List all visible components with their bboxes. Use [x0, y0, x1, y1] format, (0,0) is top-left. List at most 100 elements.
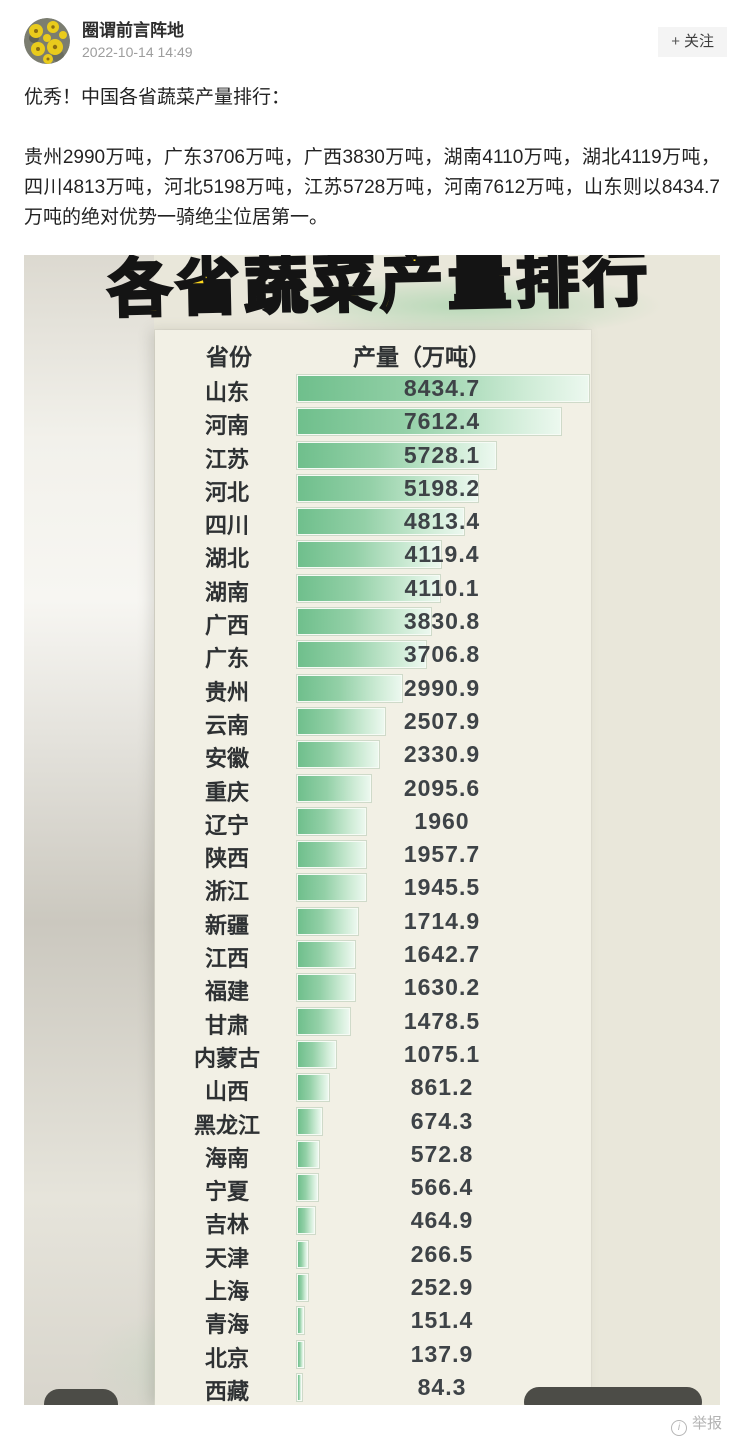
production-bar	[297, 408, 561, 436]
province-label: 新疆	[204, 912, 249, 938]
province-label: 宁夏	[204, 1179, 249, 1205]
province-label: 四川	[204, 513, 249, 539]
post-meta: 圈谓前言阵地 2022-10-14 14:49	[82, 19, 193, 63]
chart-image[interactable]: 各省蔬菜产量排行 省份 产量（万吨） 山东 8434.7 河南 7612.4 江苏 572…	[24, 255, 720, 1405]
value-label: 572.8	[410, 1140, 474, 1167]
value-label: 2095.6	[403, 774, 481, 801]
overlay-pill-right	[524, 1387, 702, 1405]
value-label: 1957.7	[403, 841, 481, 868]
value-label: 4813.4	[403, 508, 481, 535]
production-bar	[297, 807, 367, 835]
bar-track: 7612.4	[297, 405, 590, 438]
production-bar	[297, 1207, 315, 1235]
chart-title: 各省蔬菜产量排行	[106, 255, 654, 326]
production-bar	[297, 874, 366, 902]
table-row: 广东 3706.8	[155, 638, 591, 671]
table-row: 新疆 1714.9	[155, 905, 591, 938]
production-bar	[297, 1040, 336, 1068]
value-label: 861.2	[410, 1074, 474, 1101]
report-button[interactable]: i 举报	[670, 1415, 722, 1436]
production-bar	[297, 1007, 350, 1035]
province-label: 内蒙古	[193, 1045, 260, 1071]
value-label: 252.9	[410, 1274, 474, 1301]
bar-track: 5198.2	[297, 472, 590, 505]
blurred-left-strip	[24, 255, 154, 1405]
table-row: 天津 266.5	[155, 1238, 591, 1271]
province-label: 广西	[204, 613, 249, 639]
province-label: 海南	[204, 1145, 249, 1171]
value-label: 84.3	[417, 1373, 467, 1400]
bar-track: 2330.9	[297, 738, 590, 771]
value-label: 1630.2	[403, 974, 481, 1001]
col-header-province: 省份	[206, 344, 252, 370]
value-label: 266.5	[410, 1240, 474, 1267]
production-bar	[297, 974, 356, 1002]
chart-table: 省份 产量（万吨） 山东 8434.7 河南 7612.4 江苏 5728.1 河北 5198…	[155, 330, 591, 1405]
value-label: 2990.9	[403, 674, 481, 701]
bar-track: 2095.6	[297, 772, 590, 805]
bar-track: 674.3	[297, 1105, 590, 1138]
bar-track: 572.8	[297, 1138, 590, 1171]
value-label: 1945.5	[403, 874, 481, 901]
post-body-text: 贵州2990万吨，广东3706万吨，广西3830万吨，湖南4110万吨，湖北41…	[24, 147, 720, 228]
province-label: 上海	[204, 1279, 249, 1305]
production-bar	[297, 474, 478, 502]
table-row: 西藏 84.3	[155, 1371, 591, 1404]
production-bar	[297, 941, 356, 969]
province-label: 山东	[204, 380, 249, 405]
post-intro-text: 优秀！中国各省蔬菜产量排行：	[24, 87, 291, 108]
province-label: 江西	[204, 946, 249, 972]
bar-track: 2990.9	[297, 672, 590, 705]
value-label: 674.3	[410, 1107, 474, 1134]
production-bar	[297, 841, 367, 869]
avatar[interactable]	[24, 18, 70, 64]
production-bar	[297, 1174, 319, 1202]
table-row: 贵州 2990.9	[155, 672, 591, 705]
value-label: 8434.7	[403, 375, 481, 401]
table-row: 云南 2507.9	[155, 705, 591, 738]
post-footer: i 举报	[670, 1412, 722, 1436]
author-name[interactable]: 圈谓前言阵地	[82, 21, 184, 40]
production-bar	[297, 1074, 329, 1102]
follow-label: 关注	[683, 33, 714, 50]
bar-track: 137.9	[297, 1338, 590, 1371]
table-row: 湖南 4110.1	[155, 572, 591, 605]
table-row: 重庆 2095.6	[155, 772, 591, 805]
table-row: 福建 1630.2	[155, 971, 591, 1004]
province-label: 浙江	[204, 879, 249, 905]
table-row: 上海 252.9	[155, 1271, 591, 1304]
value-label: 151.4	[410, 1307, 474, 1334]
production-bar	[297, 441, 496, 469]
bar-track: 1478.5	[297, 1005, 590, 1038]
province-label: 陕西	[204, 846, 249, 872]
table-header-row: 省份 产量（万吨）	[155, 330, 591, 372]
table-row: 浙江 1945.5	[155, 871, 591, 904]
province-label: 福建	[204, 979, 249, 1005]
table-row: 山东 8434.7	[155, 372, 591, 405]
table-row: 海南 572.8	[155, 1138, 591, 1171]
bar-track: 464.9	[297, 1204, 590, 1237]
bar-track: 1957.7	[297, 838, 590, 871]
bar-track: 3706.8	[297, 638, 590, 671]
table-row: 内蒙古 1075.1	[155, 1038, 591, 1071]
table-row: 陕西 1957.7	[155, 838, 591, 871]
bar-track: 5728.1	[297, 439, 590, 472]
value-label: 137.9	[410, 1340, 474, 1367]
production-bar	[297, 1274, 308, 1302]
bar-track: 4110.1	[297, 572, 590, 605]
col-header-production: 产量（万吨）	[353, 344, 491, 370]
value-label: 1960	[414, 807, 470, 834]
value-label: 1478.5	[403, 1007, 481, 1034]
province-label: 湖北	[204, 546, 249, 572]
value-label: 7612.4	[403, 408, 481, 435]
follow-button[interactable]: + 关注	[658, 27, 727, 57]
province-label: 河北	[204, 479, 249, 505]
bar-track: 1714.9	[297, 905, 590, 938]
plus-icon: +	[671, 33, 680, 50]
bar-track: 1630.2	[297, 971, 590, 1004]
production-bar	[297, 641, 427, 669]
production-bar	[297, 608, 431, 636]
table-row: 黑龙江 674.3	[155, 1105, 591, 1138]
table-row: 湖北 4119.4	[155, 538, 591, 571]
table-row: 江西 1642.7	[155, 938, 591, 971]
